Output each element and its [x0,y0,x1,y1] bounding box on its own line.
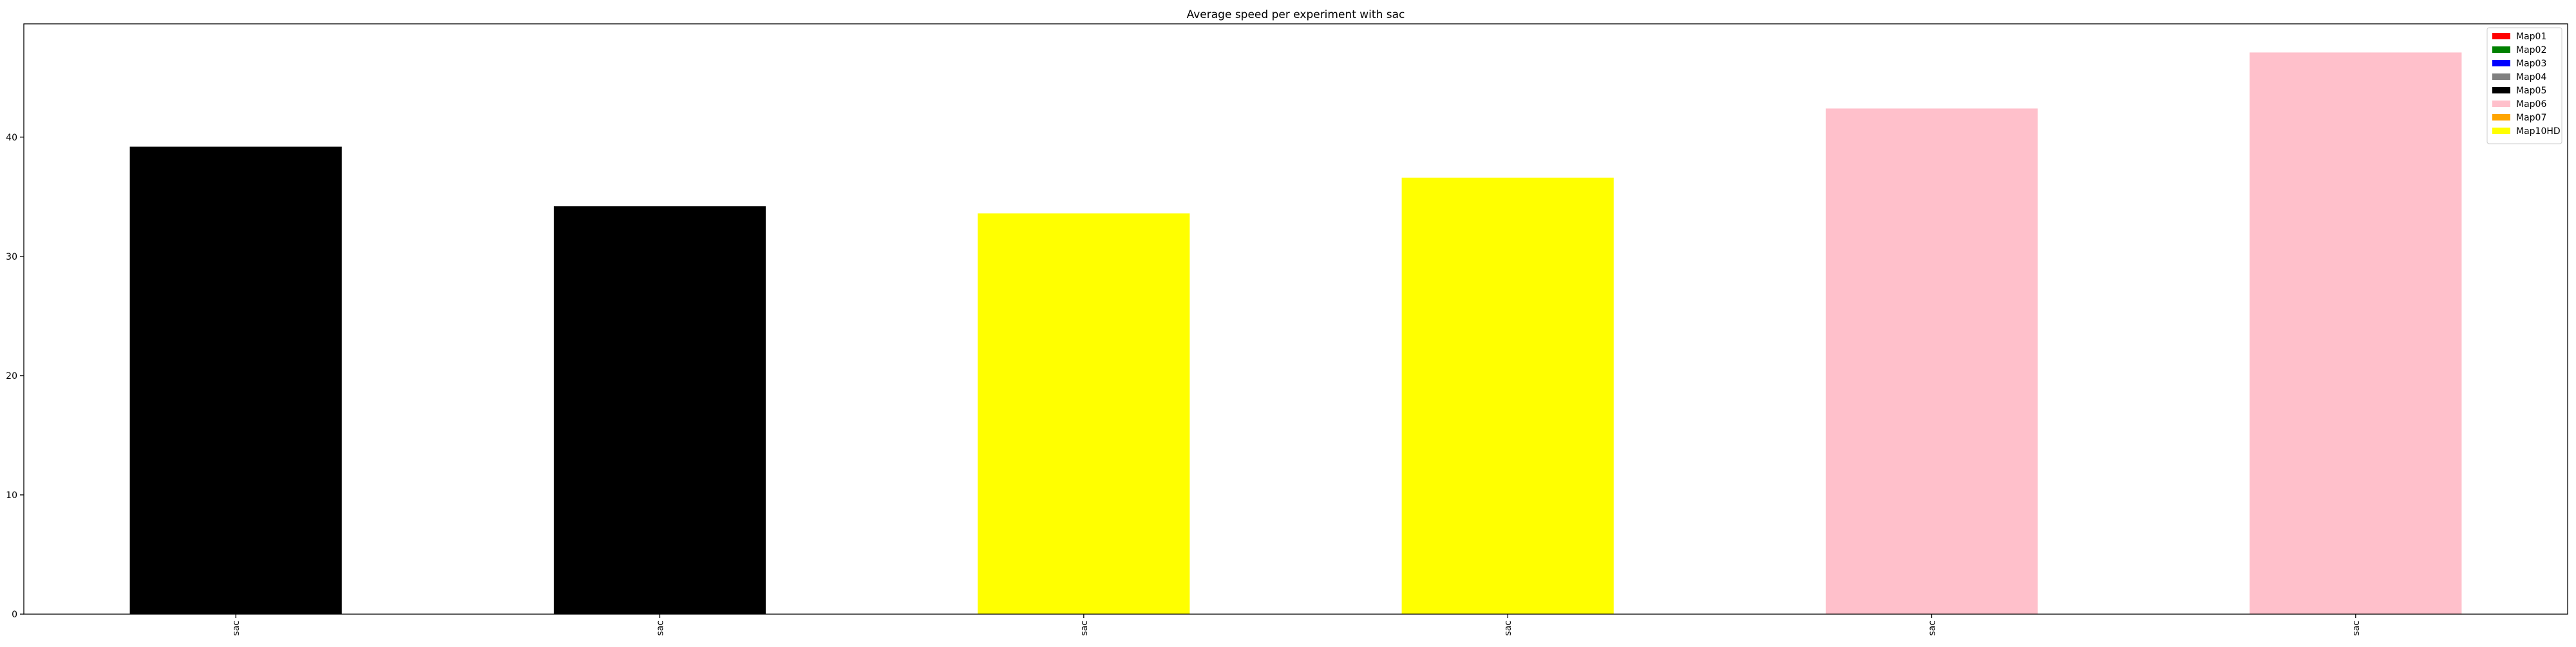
legend-label: Map04 [2516,72,2546,82]
legend-swatch [2492,114,2510,121]
legend-swatch [2492,128,2510,134]
legend-label: Map01 [2516,32,2546,42]
y-tick-label: 10 [6,490,17,501]
legend-swatch [2492,73,2510,80]
x-tick-label: sac [231,621,242,636]
y-tick-label: 0 [12,610,17,620]
legend-swatch [2492,87,2510,93]
legend-label: Map02 [2516,45,2546,55]
legend-swatch [2492,46,2510,53]
y-tick-label: 20 [6,371,17,381]
legend-label: Map06 [2516,99,2546,110]
legend-label: Map07 [2516,113,2546,123]
bar [1401,177,1614,614]
plot-frame [23,23,2568,615]
x-tick-label: sac [1503,621,1513,636]
legend-label: Map05 [2516,86,2546,96]
bar [553,206,766,614]
bar [129,146,342,614]
bar [2249,52,2462,615]
bar [1825,108,2038,614]
chart-title: Average speed per experiment with sac [1187,8,1405,21]
legend-swatch [2492,33,2510,39]
y-tick-label: 30 [6,252,17,262]
y-axis: 0 10 20 30 40 [6,133,24,620]
legend-swatch [2492,101,2510,107]
legend: Map01 Map02 Map03 Map04 Map05 Map06 Map07 Map10… [2486,27,2562,144]
x-tick-label: sac [1079,621,1090,636]
x-tick-label: sac [1927,621,1938,636]
x-axis: sac sac sac sac sac sac [231,614,2362,636]
x-tick-label: sac [656,621,666,636]
y-tick-label: 40 [6,133,17,143]
legend-label: Map03 [2516,59,2546,69]
legend-label: Map10HD [2516,126,2561,137]
legend-swatch [2492,60,2510,66]
bars-layer [129,52,2462,615]
x-tick-label: sac [2351,621,2362,636]
bar [978,213,1190,614]
